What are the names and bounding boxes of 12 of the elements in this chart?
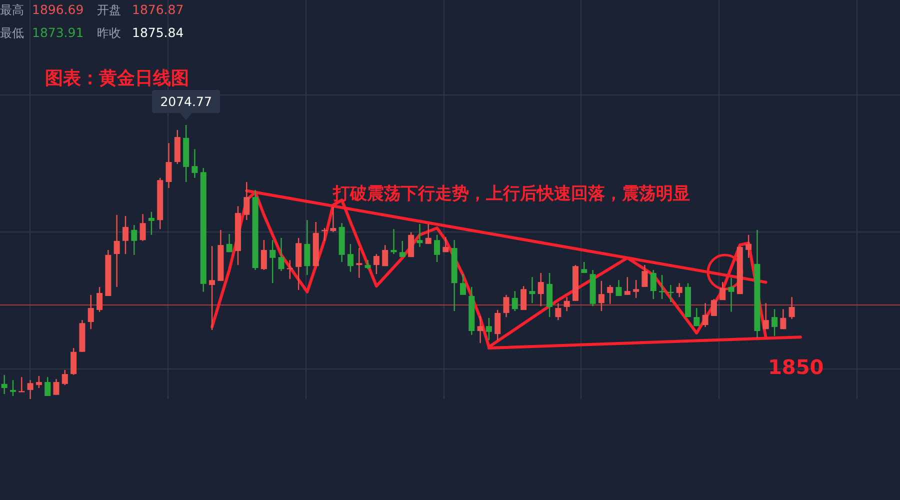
text: 最高	[0, 3, 24, 17]
text: 最低	[0, 26, 24, 40]
annotation: 打破震荡下行走势，上行后快速回落，震荡明显	[332, 184, 690, 204]
text: 1875.84	[132, 25, 184, 40]
annotation: 2074.77	[160, 94, 212, 109]
text: 1873.91	[32, 25, 84, 40]
text: 1876.87	[132, 2, 184, 17]
annotation: 1850	[768, 355, 824, 379]
text: 1896.69	[32, 2, 84, 17]
text: 开盘	[97, 3, 121, 17]
chart-title: 图表：黄金日线图	[45, 68, 189, 89]
text: 昨收	[97, 26, 121, 40]
